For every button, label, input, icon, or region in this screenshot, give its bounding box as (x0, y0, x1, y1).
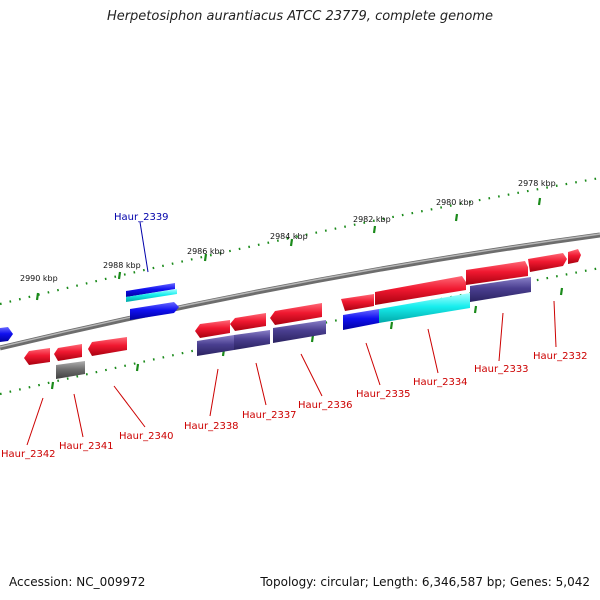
genome-backbone (0, 232, 600, 351)
gene-label-haur-2333[interactable]: Haur_2333 (474, 364, 529, 375)
gene-label-haur-2334[interactable]: Haur_2334 (413, 377, 468, 388)
gene-feature-haur-2332-b[interactable] (568, 249, 581, 264)
gene-feature-haur-2339-a[interactable] (126, 283, 175, 297)
gene-feature-haur-2341-grey[interactable] (56, 361, 85, 379)
gene-label-haur-2335[interactable]: Haur_2335 (356, 389, 411, 400)
kbp-label-2986: 2986 kbp (187, 247, 225, 256)
kbp-label-2988: 2988 kbp (103, 261, 141, 270)
gene-feature-haur-2339-b[interactable] (126, 289, 177, 302)
gene-feature-haur-2339-c[interactable] (130, 302, 179, 320)
gene-label-haur-2339[interactable]: Haur_2339 (114, 212, 169, 223)
gene-label-haur-2340[interactable]: Haur_2340 (119, 431, 174, 442)
gene-feature-haur-2332-a[interactable] (528, 253, 567, 272)
genome-summary-text: Topology: circular; Length: 6,346,587 bp… (260, 575, 590, 589)
gene-feature-haur-2341-red[interactable] (54, 344, 82, 361)
gene-feature-haur-2336-red[interactable] (270, 303, 322, 325)
gene-label-haur-2332[interactable]: Haur_2332 (533, 351, 588, 362)
gene-feature-haur-2335-fwd[interactable] (341, 294, 374, 311)
gene-feature-haur-2336-purple[interactable] (273, 320, 326, 343)
gene-feature-left-edge[interactable] (0, 327, 13, 342)
gene-label-haur-2337[interactable]: Haur_2337 (242, 410, 297, 421)
gene-feature-haur-2338-red[interactable] (195, 320, 230, 338)
leader-lines (26, 221, 557, 446)
gene-feature-haur-2335-rev[interactable] (343, 309, 379, 330)
gene-label-haur-2341[interactable]: Haur_2341 (59, 441, 114, 452)
map-title: Herpetosiphon aurantiacus ATCC 23779, co… (106, 9, 494, 24)
kbp-label-2984: 2984 kbp (270, 232, 308, 241)
gene-label-haur-2342[interactable]: Haur_2342 (1, 449, 56, 460)
gene-label-haur-2336[interactable]: Haur_2336 (298, 400, 353, 411)
kbp-label-2982: 2982 kbp (353, 215, 391, 224)
gene-feature-haur-2337-purple[interactable] (234, 330, 270, 350)
gene-feature-haur-2334-rev[interactable] (379, 293, 470, 323)
inner-major-ticks (50, 287, 564, 390)
forward-strand-features (0, 249, 581, 342)
kbp-label-2980: 2980 kbp (436, 198, 474, 207)
gene-feature-haur-2333-rev[interactable] (470, 277, 531, 302)
gene-feature-haur-2342[interactable] (24, 348, 50, 365)
reverse-strand-features (24, 277, 531, 379)
gene-feature-haur-2337-red[interactable] (230, 313, 266, 331)
outer-major-ticks (35, 197, 542, 301)
kbp-label-2990: 2990 kbp (20, 274, 58, 283)
gene-feature-haur-2340[interactable] (88, 337, 127, 356)
gene-feature-haur-2338-purple[interactable] (197, 335, 234, 356)
accession-text: Accession: NC_009972 (9, 575, 146, 589)
gene-label-haur-2338[interactable]: Haur_2338 (184, 421, 239, 432)
genome-backbone-highlight (0, 233, 600, 348)
gene-feature-haur-2333-fwd[interactable] (466, 261, 528, 285)
gene-feature-haur-2334-fwd[interactable] (375, 276, 466, 305)
kbp-label-2978: 2978 kbp (518, 179, 556, 188)
